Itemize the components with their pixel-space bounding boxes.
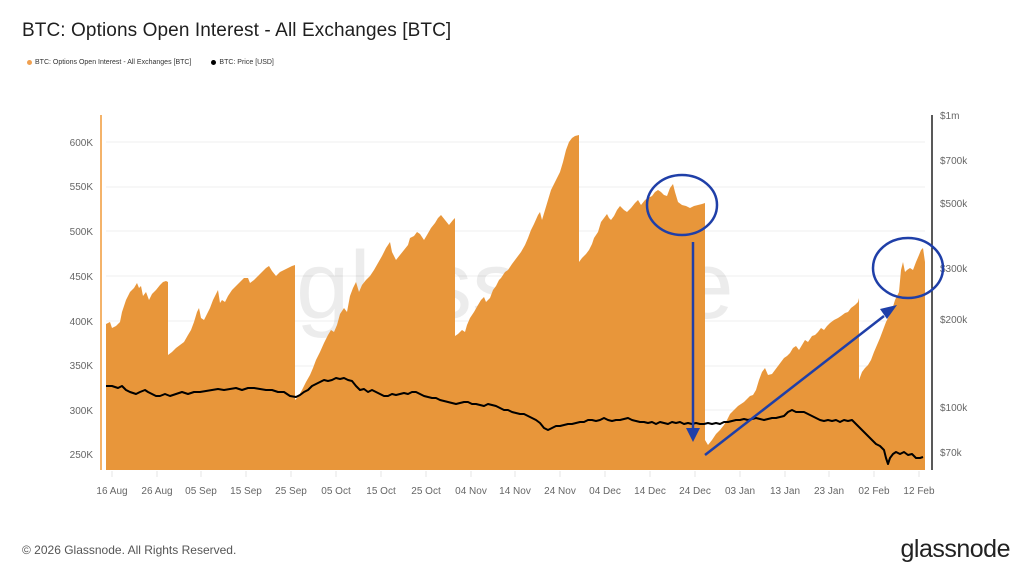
legend-item-price[interactable]: BTC: Price [USD] — [211, 59, 274, 66]
arrow-up-head-icon — [880, 305, 897, 319]
x-tick-label: 14 Dec — [634, 486, 666, 497]
x-tick-label: 16 Aug — [96, 486, 127, 497]
x-tick-label: 26 Aug — [141, 486, 172, 497]
y-right-tick-label: $700k — [940, 156, 968, 167]
annotation-arrow-up-line — [704, 315, 885, 456]
x-tick-label: 15 Sep — [230, 486, 262, 497]
y-tick-label: 450K — [70, 272, 94, 283]
annotations — [645, 173, 945, 456]
arrow-down-head-icon — [686, 428, 700, 442]
legend-label-open-interest: BTC: Options Open Interest - All Exchang… — [35, 59, 192, 66]
annotation-ellipse-december-peak — [645, 173, 719, 237]
x-tick-label: 14 Nov — [499, 486, 531, 497]
black-dot-icon — [211, 60, 217, 65]
y-tick-label: 500K — [70, 227, 94, 238]
x-tick-label: 04 Nov — [455, 486, 487, 497]
y-right-tick-label: $70k — [940, 448, 963, 459]
x-axis-ticks — [111, 471, 920, 477]
y-axis-right: $1m $700k $500k $300k $200k $100k $70k — [940, 111, 968, 459]
y-right-tick-label: $500k — [940, 199, 968, 210]
legend-label-price: BTC: Price [USD] — [219, 59, 274, 66]
x-tick-label: 23 Jan — [814, 486, 844, 497]
legend-item-open-interest[interactable]: BTC: Options Open Interest - All Exchang… — [27, 59, 191, 66]
page-title: BTC: Options Open Interest - All Exchang… — [22, 20, 452, 41]
y-right-tick-label: $200k — [940, 315, 968, 326]
chart-legend: BTC: Options Open Interest - All Exchang… — [27, 59, 274, 66]
orange-dot-icon — [27, 60, 32, 65]
y-tick-label: 350K — [70, 361, 94, 372]
y-tick-label: 250K — [70, 450, 94, 461]
x-tick-label: 25 Oct — [411, 486, 441, 497]
y-tick-label: 600K — [70, 138, 94, 149]
y-right-tick-label: $1m — [940, 111, 959, 122]
x-tick-label: 13 Jan — [770, 486, 800, 497]
x-axis: 16 Aug 26 Aug 05 Sep 15 Sep 25 Sep 05 Oc… — [96, 486, 935, 497]
y-right-tick-label: $300k — [940, 264, 968, 275]
y-right-tick-label: $100k — [940, 403, 968, 414]
annotation-ellipse-february-peak — [871, 236, 945, 300]
y-tick-label: 300K — [70, 406, 94, 417]
copyright-text: © 2026 Glassnode. All Rights Reserved. — [22, 543, 237, 557]
x-tick-label: 02 Feb — [858, 486, 890, 497]
x-tick-label: 05 Oct — [321, 486, 351, 497]
glassnode-logo: glassnode — [900, 535, 1011, 563]
y-tick-label: 550K — [70, 182, 94, 193]
x-tick-label: 04 Dec — [589, 486, 621, 497]
price-line — [106, 377, 924, 465]
x-tick-label: 15 Oct — [366, 486, 396, 497]
x-tick-label: 03 Jan — [725, 486, 755, 497]
x-tick-label: 24 Nov — [544, 486, 576, 497]
open-interest-area — [106, 135, 925, 470]
x-tick-label: 24 Dec — [679, 486, 711, 497]
y-tick-label: 400K — [70, 317, 94, 328]
x-tick-label: 12 Feb — [903, 486, 935, 497]
y-axis-left: 600K 550K 500K 450K 400K 350K 300K 250K — [70, 138, 94, 461]
x-tick-label: 05 Sep — [185, 486, 217, 497]
x-tick-label: 25 Sep — [275, 486, 307, 497]
